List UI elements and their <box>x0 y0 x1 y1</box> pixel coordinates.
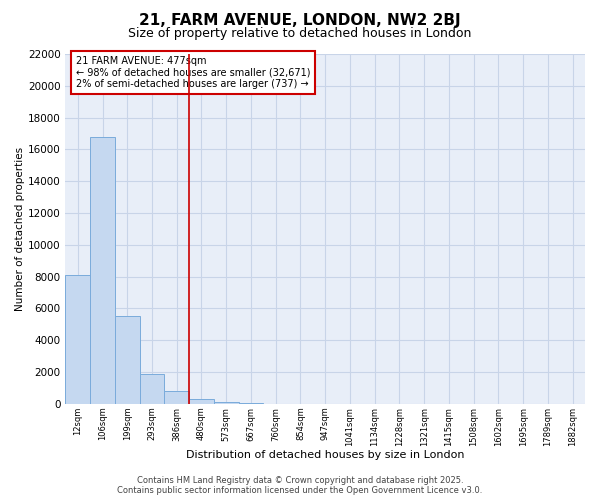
Bar <box>90 136 115 404</box>
Bar <box>189 399 214 404</box>
X-axis label: Distribution of detached houses by size in London: Distribution of detached houses by size … <box>186 450 464 460</box>
Bar <box>140 374 164 404</box>
Text: Contains HM Land Registry data © Crown copyright and database right 2025.
Contai: Contains HM Land Registry data © Crown c… <box>118 476 482 495</box>
Text: Size of property relative to detached houses in London: Size of property relative to detached ho… <box>128 28 472 40</box>
Bar <box>115 316 140 404</box>
Y-axis label: Number of detached properties: Number of detached properties <box>15 147 25 311</box>
Text: 21, FARM AVENUE, LONDON, NW2 2BJ: 21, FARM AVENUE, LONDON, NW2 2BJ <box>139 12 461 28</box>
Bar <box>214 402 239 404</box>
Text: 21 FARM AVENUE: 477sqm
← 98% of detached houses are smaller (32,671)
2% of semi-: 21 FARM AVENUE: 477sqm ← 98% of detached… <box>76 56 310 89</box>
Bar <box>164 391 189 404</box>
Bar <box>65 275 90 404</box>
